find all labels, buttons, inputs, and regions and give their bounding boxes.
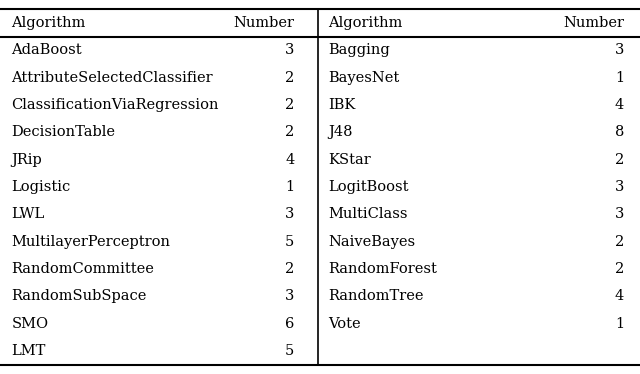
Text: LogitBoost: LogitBoost [328,180,409,194]
Text: 2: 2 [615,153,624,167]
Text: LWL: LWL [12,207,45,221]
Text: 4: 4 [615,98,624,112]
Text: DecisionTable: DecisionTable [12,125,115,140]
Text: Bagging: Bagging [328,43,390,57]
Text: NaiveBayes: NaiveBayes [328,234,415,249]
Text: 2: 2 [285,71,294,85]
Text: 3: 3 [285,289,294,303]
Text: 2: 2 [285,98,294,112]
Text: 1: 1 [285,180,294,194]
Text: 2: 2 [615,234,624,249]
Text: 6: 6 [285,317,294,331]
Text: 2: 2 [615,262,624,276]
Text: 5: 5 [285,234,294,249]
Text: RandomCommittee: RandomCommittee [12,262,154,276]
Text: 4: 4 [615,289,624,303]
Text: 3: 3 [614,43,624,57]
Text: 1: 1 [615,71,624,85]
Text: MultilayerPerceptron: MultilayerPerceptron [12,234,170,249]
Text: 3: 3 [285,207,294,221]
Text: ClassificationViaRegression: ClassificationViaRegression [12,98,219,112]
Text: AdaBoost: AdaBoost [12,43,82,57]
Text: 8: 8 [614,125,624,140]
Text: Number: Number [234,16,294,30]
Text: RandomTree: RandomTree [328,289,424,303]
Text: LMT: LMT [12,344,46,358]
Text: 3: 3 [614,180,624,194]
Text: 3: 3 [614,207,624,221]
Text: Algorithm: Algorithm [328,16,403,30]
Text: BayesNet: BayesNet [328,71,399,85]
Text: JRip: JRip [12,153,42,167]
Text: Number: Number [563,16,624,30]
Text: RandomForest: RandomForest [328,262,437,276]
Text: 3: 3 [285,43,294,57]
Text: Algorithm: Algorithm [12,16,86,30]
Text: J48: J48 [328,125,353,140]
Text: 2: 2 [285,262,294,276]
Text: KStar: KStar [328,153,371,167]
Text: 1: 1 [615,317,624,331]
Text: AttributeSelectedClassifier: AttributeSelectedClassifier [12,71,213,85]
Text: RandomSubSpace: RandomSubSpace [12,289,147,303]
Text: Vote: Vote [328,317,361,331]
Text: MultiClass: MultiClass [328,207,408,221]
Text: 2: 2 [285,125,294,140]
Text: SMO: SMO [12,317,49,331]
Text: 5: 5 [285,344,294,358]
Text: IBK: IBK [328,98,356,112]
Text: 4: 4 [285,153,294,167]
Text: Logistic: Logistic [12,180,71,194]
